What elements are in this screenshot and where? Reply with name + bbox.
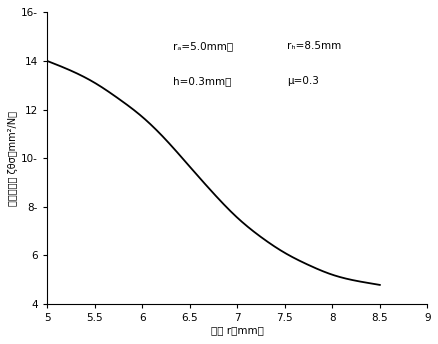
- Text: μ=0.3: μ=0.3: [286, 76, 318, 86]
- Text: rₐ=5.0mm；: rₐ=5.0mm；: [172, 42, 232, 52]
- X-axis label: 半径 r（mm）: 半径 r（mm）: [210, 326, 263, 336]
- Text: rₕ=8.5mm: rₕ=8.5mm: [286, 42, 340, 52]
- Y-axis label: 周应力系数 ζθσ（mm²/N）: 周应力系数 ζθσ（mm²/N）: [8, 111, 18, 206]
- Text: h=0.3mm；: h=0.3mm；: [172, 76, 230, 86]
